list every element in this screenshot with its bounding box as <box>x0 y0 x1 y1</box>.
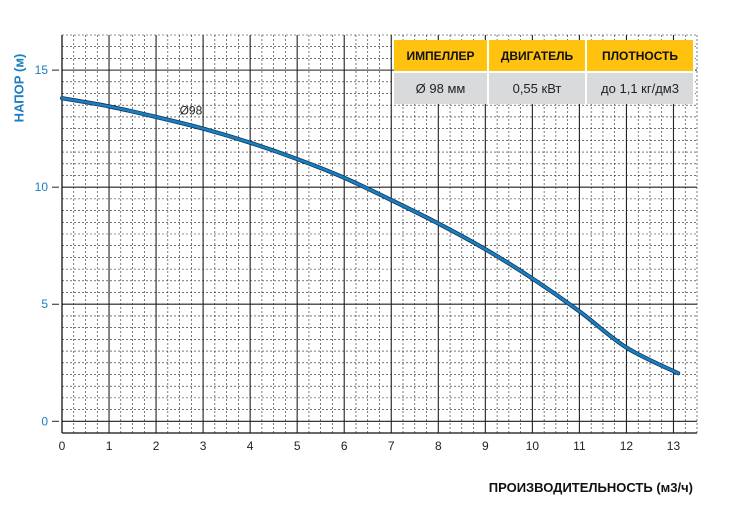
x-tick-label: 11 <box>573 439 586 453</box>
y-tick-label: 5 <box>41 297 48 311</box>
x-tick-label: 7 <box>388 439 395 453</box>
x-tick-label: 1 <box>106 439 113 453</box>
spec-table: ИМПЕЛЛЕР ДВИГАТЕЛЬ ПЛОТНОСТЬ Ø 98 мм 0,5… <box>394 40 695 104</box>
x-tick-label: 3 <box>200 439 207 453</box>
x-tick-label: 10 <box>526 439 540 453</box>
x-tick-label: 5 <box>294 439 301 453</box>
y-tick-label: 10 <box>35 180 49 194</box>
x-tick-label: 2 <box>153 439 160 453</box>
chart-grid <box>61 34 698 434</box>
spec-table-value-row: Ø 98 мм 0,55 кВт до 1,1 кг/дм3 <box>394 72 695 104</box>
spec-value-impeller: Ø 98 мм <box>394 72 489 104</box>
spec-value-motor: 0,55 кВт <box>488 72 587 104</box>
y-axis-label: НАПОР (м) <box>11 53 27 123</box>
y-axis-ticks: 0 5 10 15 <box>35 63 59 428</box>
x-tick-label: 9 <box>482 439 489 453</box>
spec-value-density: до 1,1 кг/дм3 <box>586 72 695 104</box>
chart-annotations: Ø98 <box>180 104 203 118</box>
spec-header-density: ПЛОТНОСТЬ <box>586 40 695 73</box>
spec-header-impeller: ИМПЕЛЛЕР <box>394 40 489 73</box>
chart-series <box>59 96 681 376</box>
curve-label: Ø98 <box>180 104 203 118</box>
x-tick-label: 4 <box>247 439 254 453</box>
y-tick-label: 15 <box>35 63 49 77</box>
x-tick-label: 6 <box>341 439 348 453</box>
x-axis-label: ПРОИЗВОДИТЕЛЬНОСТЬ (м3/ч) <box>488 480 693 495</box>
spec-table-header-row: ИМПЕЛЛЕР ДВИГАТЕЛЬ ПЛОТНОСТЬ <box>394 40 695 73</box>
x-tick-label: 13 <box>667 439 681 453</box>
y-tick-label: 0 <box>41 414 48 428</box>
x-tick-label: 8 <box>435 439 442 453</box>
x-tick-label: 0 <box>59 439 66 453</box>
x-axis-ticks: 0 1 2 3 4 5 6 7 8 9 10 11 12 13 <box>59 439 681 453</box>
series-line <box>60 96 680 375</box>
series-line-shadow <box>59 96 681 376</box>
chart-axes <box>61 35 697 434</box>
x-tick-label: 12 <box>620 439 634 453</box>
spec-header-motor: ДВИГАТЕЛЬ <box>488 40 587 73</box>
